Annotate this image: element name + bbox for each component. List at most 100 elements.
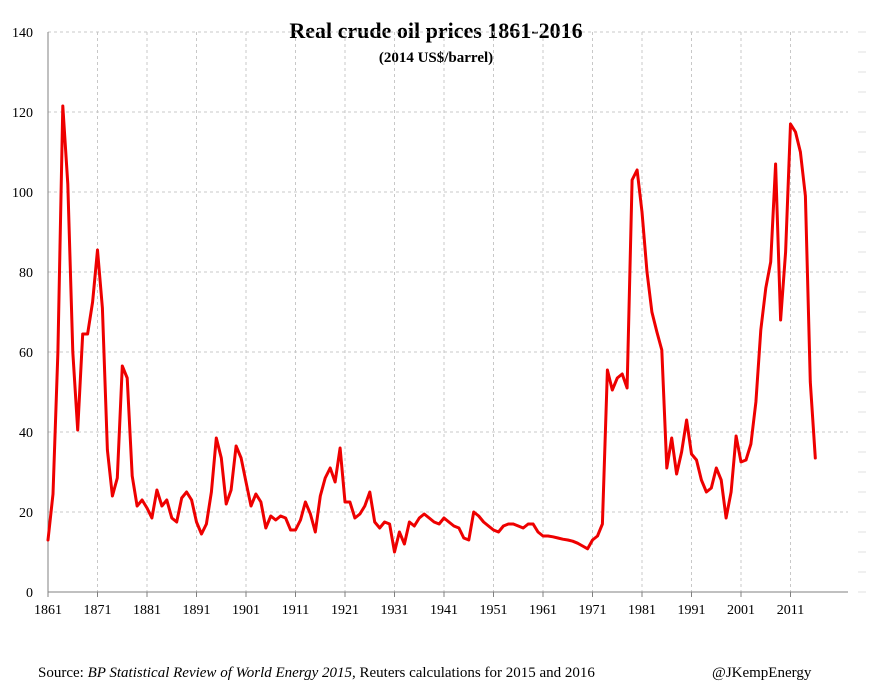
data-point: [739, 460, 743, 464]
data-point: [710, 486, 713, 490]
data-point: [66, 182, 70, 186]
data-point: [131, 474, 134, 478]
data-point: [472, 510, 475, 514]
data-point: [517, 524, 520, 528]
x-tick-label: 1931: [381, 603, 409, 618]
source-suffix: , Reuters calculations for 2015 and 2016: [352, 665, 595, 681]
gridlines: [48, 31, 848, 592]
data-point: [680, 450, 683, 454]
data-point: [279, 514, 282, 518]
data-point: [690, 452, 693, 456]
data-point: [299, 518, 302, 522]
data-point: [650, 310, 654, 314]
data-point: [284, 516, 287, 520]
data-point: [467, 538, 470, 542]
data-point: [635, 168, 639, 172]
data-point: [655, 330, 659, 334]
data-point: [700, 478, 703, 482]
y-tick-label: 20: [19, 506, 33, 521]
data-point: [720, 478, 723, 482]
data-point: [428, 516, 431, 520]
data-point: [442, 516, 446, 520]
x-tick-label: 1951: [480, 603, 508, 618]
data-point: [368, 490, 371, 494]
data-point: [581, 544, 584, 548]
data-point: [413, 524, 416, 528]
data-point: [754, 400, 758, 404]
data-point: [606, 368, 609, 372]
data-point: [343, 500, 347, 504]
data-point: [324, 476, 327, 480]
data-point: [101, 306, 104, 310]
data-point: [220, 456, 223, 460]
data-point: [333, 480, 337, 484]
data-point: [685, 418, 688, 422]
data-point: [269, 514, 272, 518]
data-point: [200, 532, 203, 536]
data-point: [140, 498, 144, 502]
data-point: [779, 318, 782, 322]
data-point: [536, 530, 540, 534]
data-point: [804, 194, 807, 198]
data-point: [126, 376, 129, 380]
data-point: [51, 492, 55, 496]
data-point: [596, 534, 599, 538]
x-tick-label: 1991: [678, 603, 706, 618]
data-point: [121, 364, 124, 368]
data-point: [190, 498, 193, 502]
data-point: [314, 530, 317, 534]
data-point: [432, 520, 436, 524]
y-tick-label: 140: [12, 26, 33, 41]
y-tick-labels: 0 20 40 60 80 100 120 140: [12, 26, 33, 601]
data-point: [527, 522, 530, 526]
data-point: [507, 522, 510, 526]
data-point: [789, 122, 792, 126]
data-point: [744, 458, 748, 462]
x-tick-label: 1871: [84, 603, 112, 618]
data-point: [408, 520, 411, 524]
data-point: [502, 524, 505, 528]
data-point: [571, 540, 574, 543]
y-tick-label: 40: [19, 426, 33, 441]
data-point: [447, 520, 451, 524]
data-point: [86, 332, 89, 336]
data-point: [724, 516, 728, 520]
data-point: [373, 520, 376, 524]
y-tick-label: 60: [19, 346, 33, 361]
data-point: [621, 372, 624, 376]
y-tick-label: 120: [12, 106, 33, 121]
data-point: [675, 472, 678, 476]
data-point: [492, 528, 495, 532]
data-point: [46, 538, 50, 542]
data-point: [541, 534, 545, 538]
data-point: [150, 516, 154, 520]
data-point: [348, 500, 352, 504]
data-point: [170, 516, 173, 520]
data-point: [591, 538, 594, 542]
data-point: [388, 522, 391, 526]
data-point: [175, 520, 178, 524]
data-point: [106, 448, 109, 452]
data-point: [353, 516, 357, 520]
data-point: [319, 494, 322, 498]
data-point: [749, 442, 753, 446]
data-point: [616, 376, 619, 380]
x-tick-label: 2001: [727, 603, 755, 618]
data-point: [160, 504, 164, 508]
data-point: [551, 535, 555, 538]
data-point: [195, 520, 198, 524]
x-tick-label: 1891: [183, 603, 211, 618]
data-point: [76, 428, 79, 432]
data-point: [660, 348, 663, 352]
data-point: [403, 542, 406, 546]
axes: [47, 31, 866, 597]
source-note: Source: BP Statistical Review of World E…: [38, 665, 595, 682]
data-point: [794, 130, 797, 134]
data-point: [254, 492, 258, 496]
x-tick-label: 1881: [133, 603, 161, 618]
data-point: [145, 506, 149, 510]
data-point: [205, 522, 208, 526]
chart-title: Real crude oil prices 1861-2016: [289, 18, 582, 43]
data-point: [378, 526, 381, 530]
